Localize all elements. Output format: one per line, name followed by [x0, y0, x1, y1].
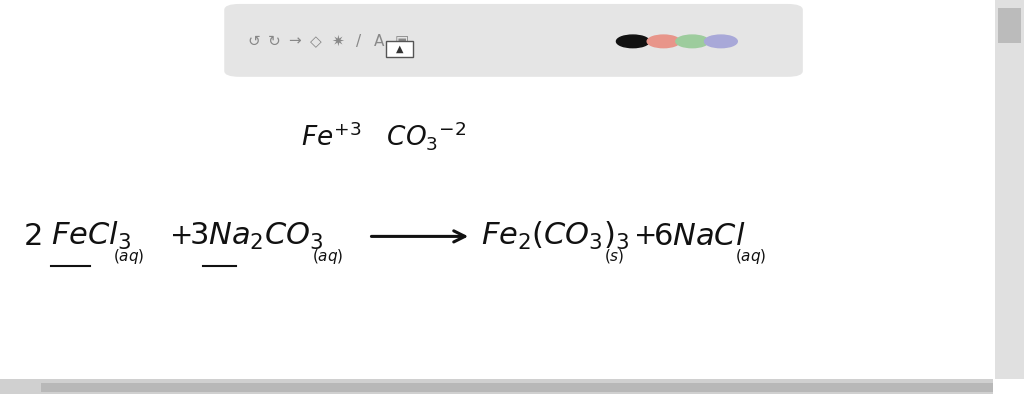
- Bar: [0, 379, 993, 394]
- Text: $\mathit{Fe}^{+3}$   $\mathit{CO_3}^{-2}$: $\mathit{Fe}^{+3}$ $\mathit{CO_3}^{-2}$: [301, 119, 467, 152]
- Bar: [998, 8, 1021, 43]
- Text: ↻: ↻: [268, 34, 281, 49]
- Text: $+$: $+$: [633, 222, 655, 251]
- Text: /: /: [355, 34, 361, 49]
- Circle shape: [647, 35, 680, 48]
- Circle shape: [676, 35, 709, 48]
- Text: $(aq)$: $(aq)$: [113, 247, 144, 266]
- Text: ▣: ▣: [394, 34, 409, 49]
- Text: A: A: [374, 34, 384, 49]
- Bar: [386, 41, 413, 57]
- Text: $2$: $2$: [23, 222, 41, 251]
- Text: $Fe_2(CO_3)_3$: $Fe_2(CO_3)_3$: [481, 220, 630, 253]
- Text: $3Na_2CO_3$: $3Na_2CO_3$: [189, 221, 324, 252]
- Text: ↺: ↺: [248, 34, 260, 49]
- Text: $(aq)$: $(aq)$: [735, 247, 767, 266]
- Text: $FeCl_3$: $FeCl_3$: [51, 220, 131, 253]
- Text: →: →: [289, 34, 301, 49]
- Text: $6NaCl$: $6NaCl$: [653, 222, 745, 251]
- Text: $(aq)$: $(aq)$: [312, 247, 344, 266]
- Bar: [41, 383, 993, 392]
- Bar: [995, 0, 1024, 379]
- Text: $+$: $+$: [169, 222, 191, 251]
- Text: ▲: ▲: [395, 44, 403, 54]
- FancyBboxPatch shape: [224, 4, 803, 77]
- Circle shape: [705, 35, 737, 48]
- Circle shape: [616, 35, 649, 48]
- Text: $(s)$: $(s)$: [604, 247, 625, 265]
- Text: ◇: ◇: [309, 34, 322, 49]
- Text: ✷: ✷: [332, 34, 344, 49]
